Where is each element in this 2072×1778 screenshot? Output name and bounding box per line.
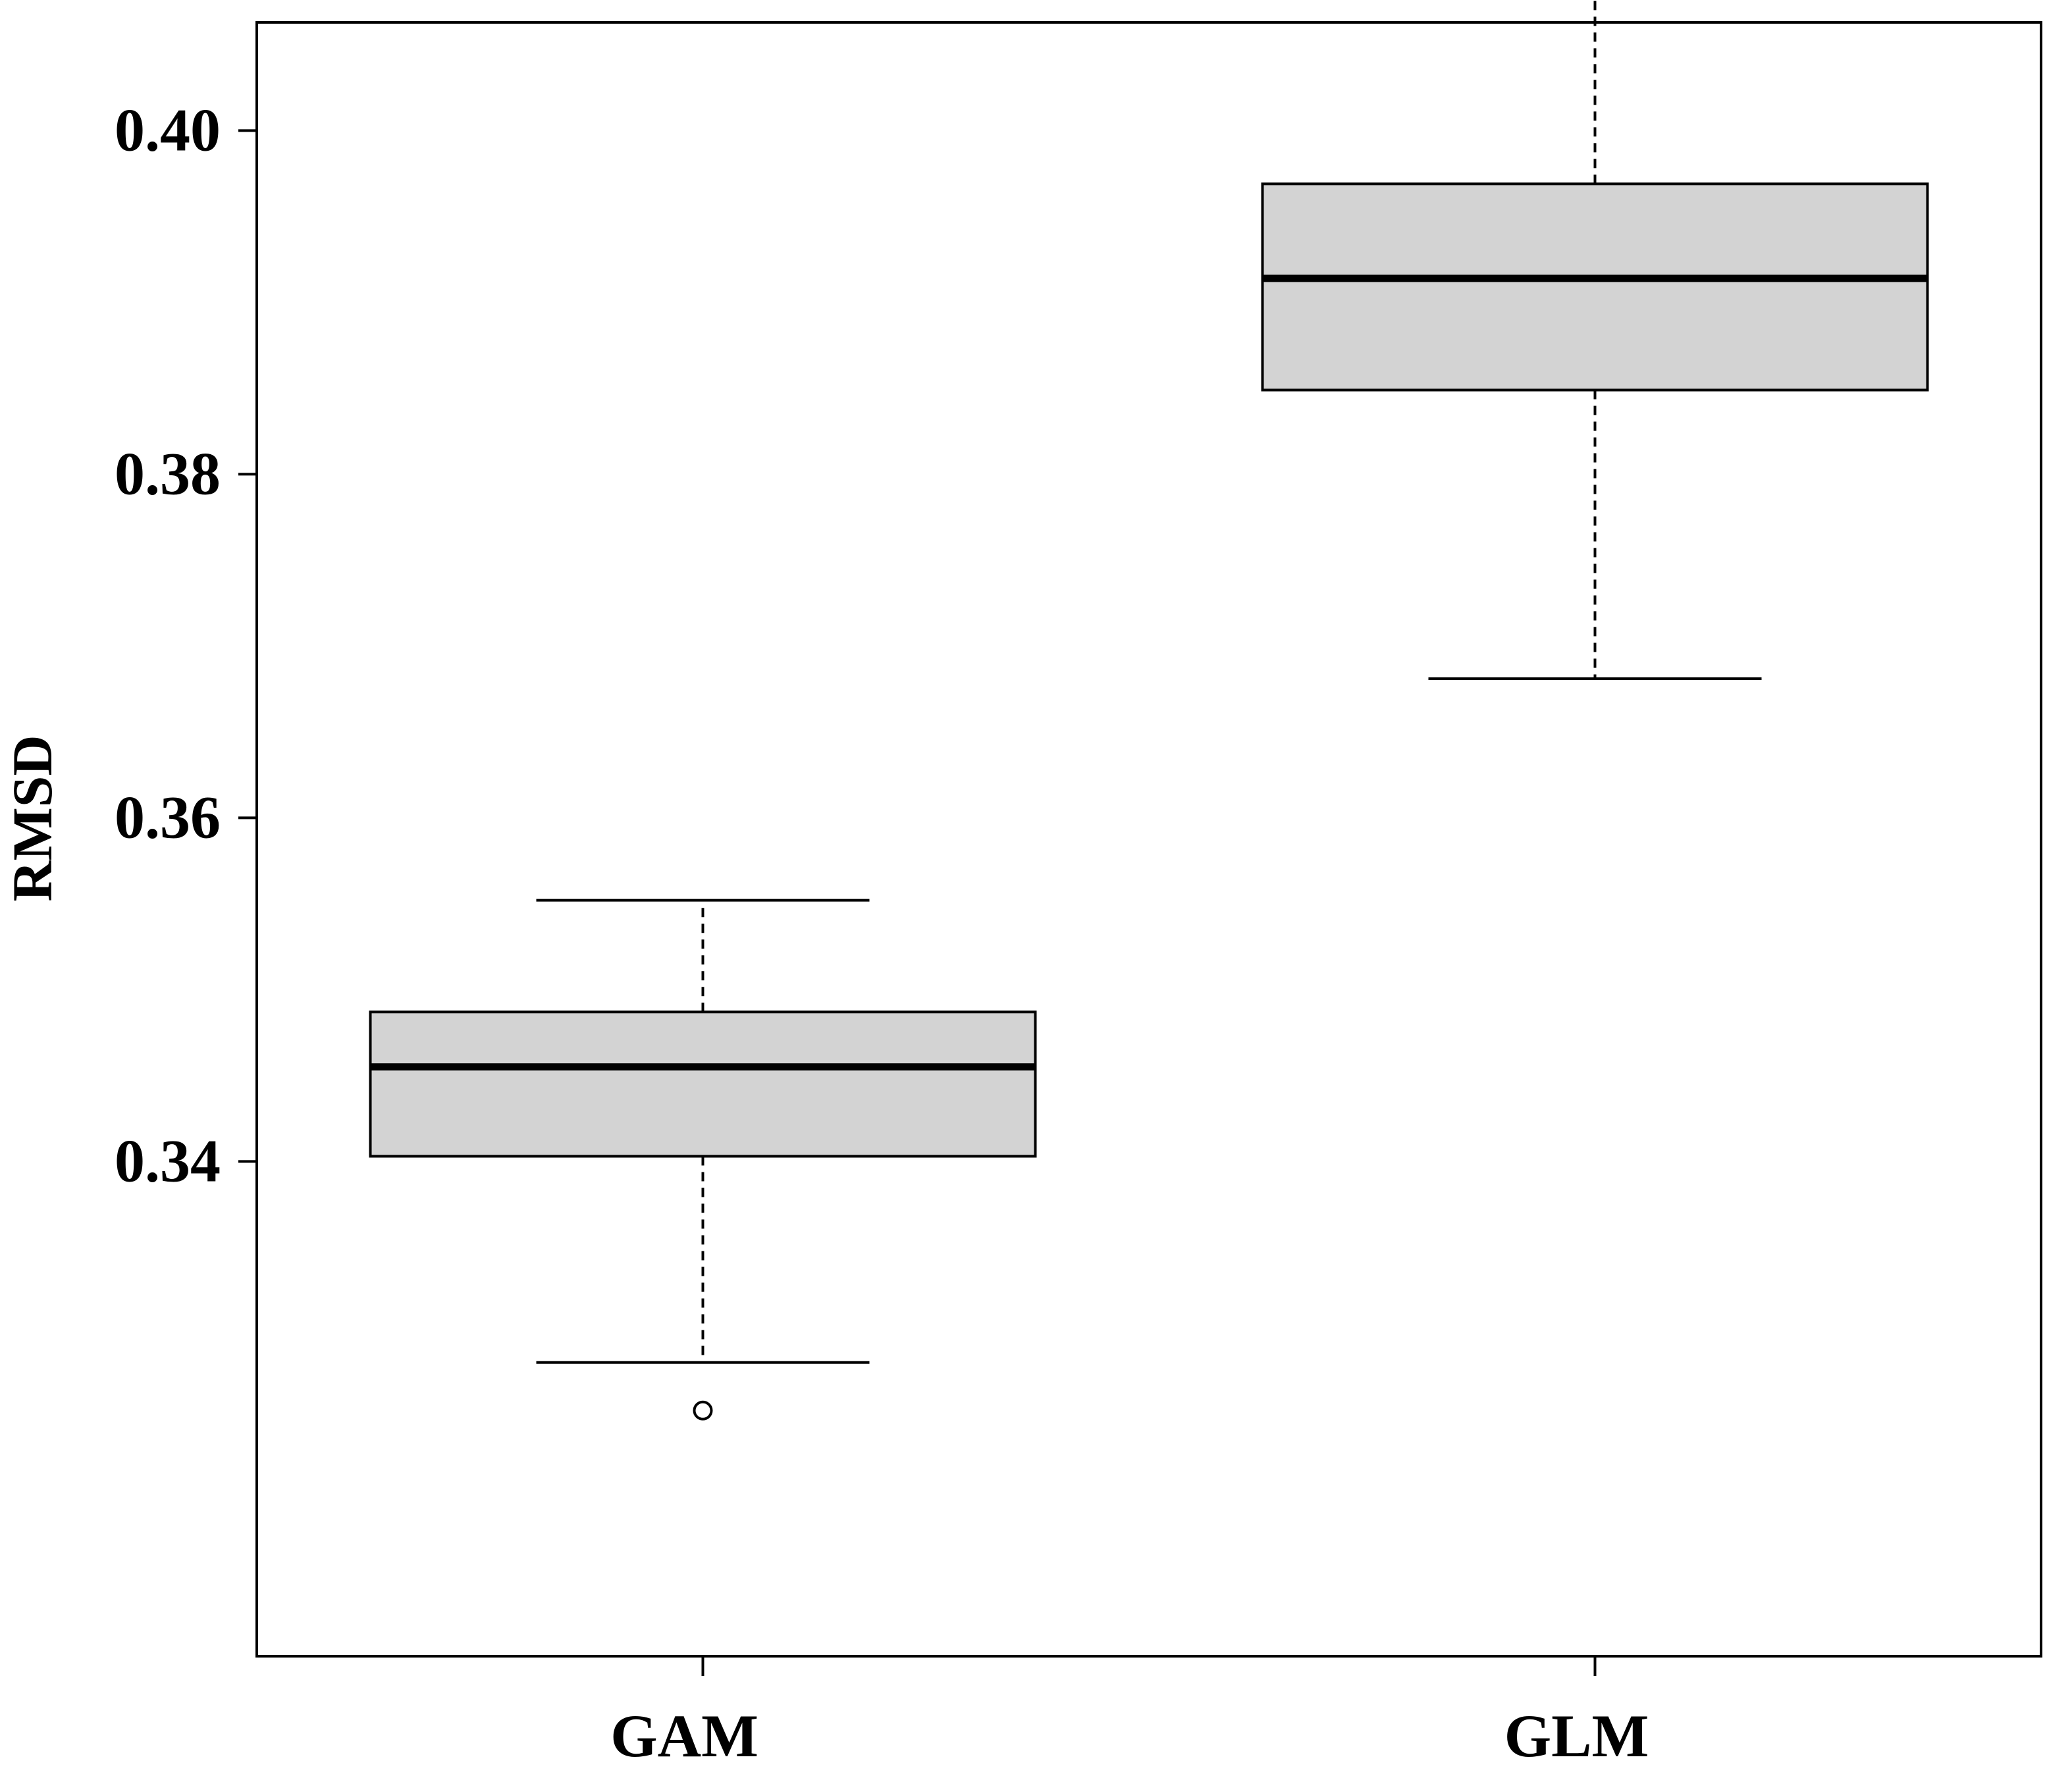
outlier-point-gam-0: [693, 1400, 713, 1421]
x-tick-label-gam: GAM: [610, 1702, 758, 1769]
box-gam: [369, 1010, 1037, 1158]
box-glm: [1261, 182, 1929, 392]
y-tick-label-3: 0.40: [115, 96, 221, 163]
y-axis-title: RMSD: [1, 735, 64, 901]
plot-frame: [255, 21, 2042, 1658]
x-tick-label-glm: GLM: [1504, 1702, 1649, 1769]
y-tick-label-0: 0.34: [115, 1127, 221, 1194]
plot-layer: 0.34 0.36 0.38 0.40 GAM GLM: [115, 0, 2042, 1769]
y-tick-label-1: 0.36: [115, 783, 221, 850]
y-tick-label-2: 0.38: [115, 440, 221, 507]
